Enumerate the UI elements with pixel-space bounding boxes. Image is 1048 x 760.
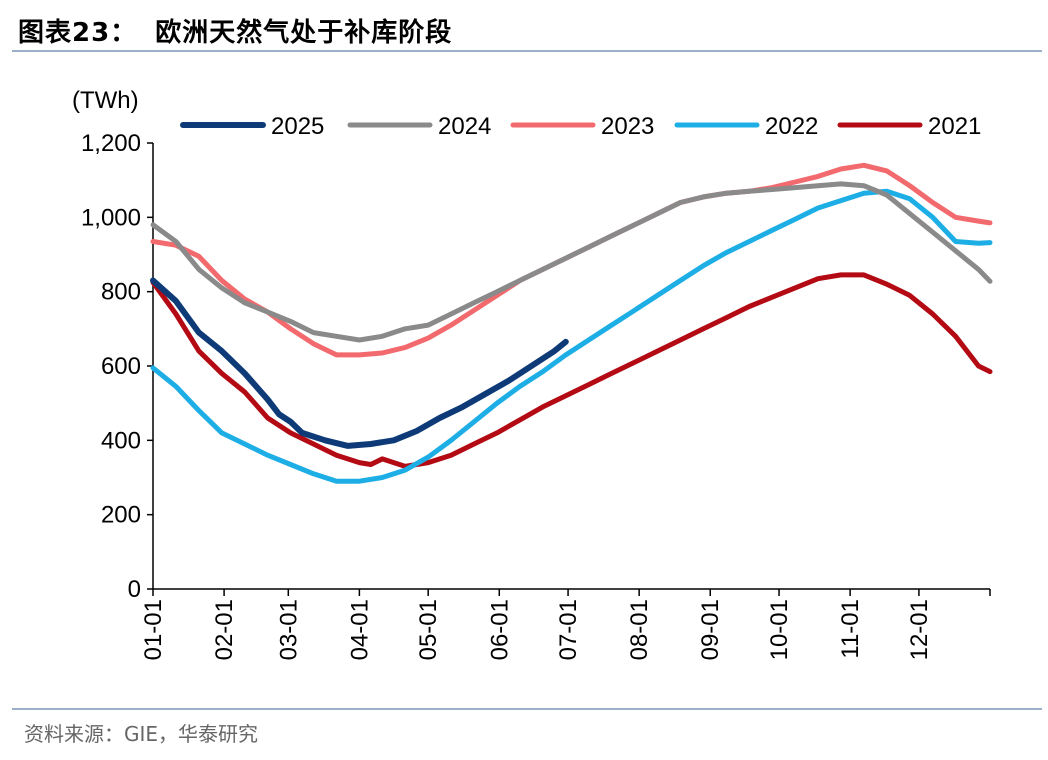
y-tick-label: 1,000: [81, 204, 141, 231]
series-line-2022: [150, 188, 993, 484]
x-tick-label: 11-01: [837, 599, 864, 659]
legend-label-2023: 2023: [601, 113, 654, 140]
x-tick-label: 03-01: [275, 599, 302, 660]
x-tick-label: 04-01: [346, 599, 373, 660]
chart-axes: 0 200 400 600 800 1,000 1,200 01-01 02-01 03-01 04…: [81, 130, 991, 660]
x-tick-label: 07-01: [555, 599, 582, 660]
chart-legend: 2025 2024 2023 2022 2021: [180, 113, 981, 140]
x-tick-label: 01-01: [140, 599, 167, 660]
series-line-2021: [150, 272, 993, 469]
y-tick-label: 0: [128, 576, 141, 603]
figure-title: 图表23： 欧洲天然气处于补库阶段: [18, 12, 452, 49]
x-tick-label: 05-01: [415, 599, 442, 660]
legend-label-2022: 2022: [765, 113, 818, 140]
x-tick-label: 02-01: [211, 599, 238, 660]
x-tick-label: 08-01: [626, 599, 653, 660]
x-tick-label: 10-01: [766, 599, 793, 660]
figure-title-text: 欧洲天然气处于补库阶段: [155, 18, 453, 48]
x-tick-label: 06-01: [486, 599, 513, 660]
x-tick-label: 12-01: [906, 599, 933, 660]
chart-series-layer: [150, 162, 993, 484]
y-tick-label: 600: [101, 353, 141, 380]
legend-label-2025: 2025: [271, 113, 324, 140]
y-tick-label: 800: [101, 279, 141, 306]
y-tick-label: 1,200: [81, 130, 141, 157]
source-note: 资料来源：GIE，华泰研究: [24, 722, 259, 746]
figure-label: 图表23：: [18, 18, 138, 48]
y-axis-label: (TWh): [72, 87, 139, 114]
legend-label-2024: 2024: [438, 113, 491, 140]
x-tick-label: 09-01: [697, 599, 724, 660]
title-divider: [12, 50, 1042, 52]
y-tick-label: 200: [101, 502, 141, 529]
legend-label-2021: 2021: [928, 113, 981, 140]
y-tick-label: 400: [101, 427, 141, 454]
footer-divider: [12, 708, 1042, 710]
line-chart: 0 200 400 600 800 1,000 1,200 01-01 02-01 03-01 04…: [72, 87, 993, 660]
series-line-2024: [150, 181, 993, 343]
series-line-2025: [150, 277, 569, 449]
